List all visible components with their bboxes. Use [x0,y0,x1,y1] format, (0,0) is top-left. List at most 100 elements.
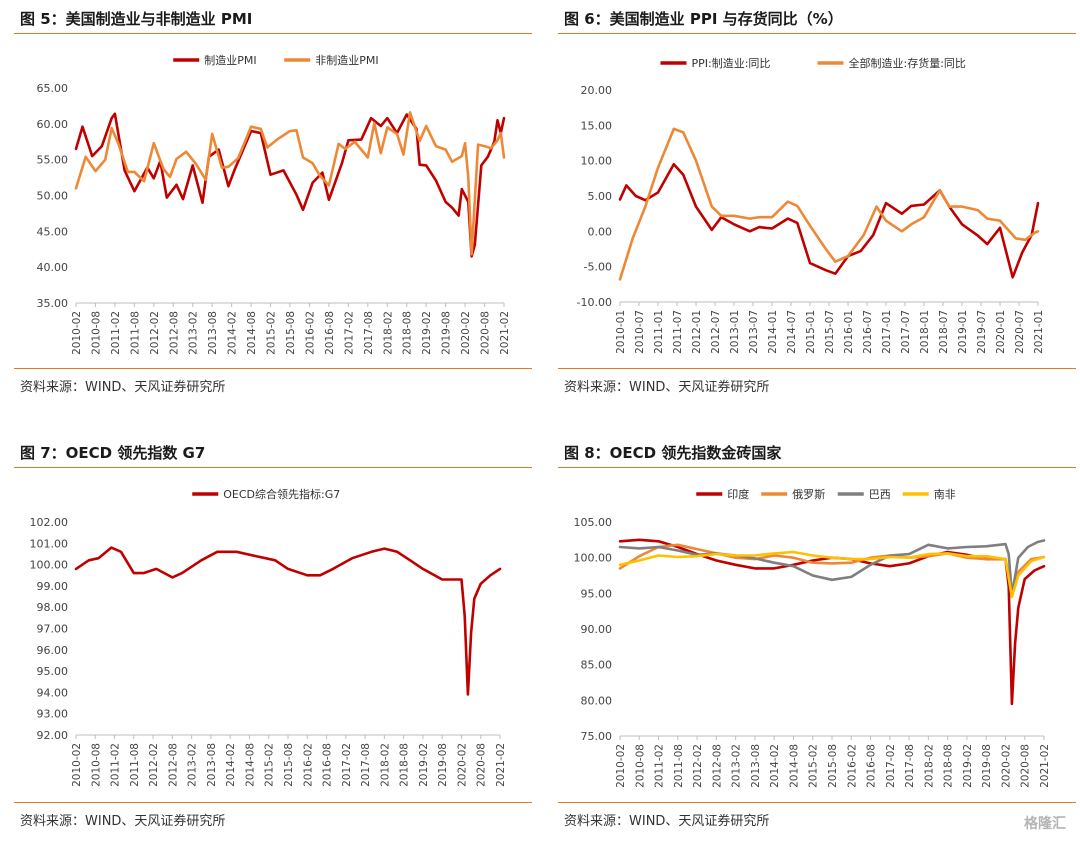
x-tick-label: 2016-08 [324,311,336,355]
y-tick-label: -10.00 [577,296,612,309]
x-tick-label: 2010-02 [71,743,83,787]
x-tick-label: 2011-02 [110,311,122,355]
x-tick-label: 2021-02 [1039,744,1051,788]
source-divider [558,802,1076,803]
x-tick-label: 2018-07 [938,310,950,354]
x-tick-label: 2017-08 [360,743,372,787]
x-tick-label: 2016-02 [304,311,316,355]
x-tick-label: 2020-02 [1000,744,1012,788]
x-tick-label: 2020-08 [480,311,492,355]
y-tick-label: 85.00 [581,659,613,672]
x-tick-label: 2013-08 [206,743,218,787]
chart-ppi: -10.00 -5.00 0.00 5.00 10.00 15.00 20.00 2010-0… [577,56,1045,354]
chart-oecd-g7: 92.00 93.00 94.00 95.00 96.00 97.00 98.00 99.00… [30,487,508,787]
chart-title: 图 5：美国制造业与非制造业 PMI [14,6,532,34]
y-tick-label: 102.00 [30,516,69,529]
series-line [618,538,1046,706]
series-line [74,546,502,696]
y-tick-label: 100.00 [574,552,613,565]
x-tick-label: 2012-08 [167,743,179,787]
x-tick-label: 2011-08 [129,311,141,355]
y-tick-label: 60.00 [37,118,69,131]
x-tick-label: 2015-08 [827,744,839,788]
x-tick-label: 2020-08 [476,743,488,787]
y-tick-label: 10.00 [581,155,613,168]
x-tick-label: 2019-02 [418,743,430,787]
x-tick-label: 2018-01 [919,310,931,354]
x-tick-label: 2014-02 [227,311,239,355]
x-tick-label: 2015-02 [266,311,278,355]
series-line [618,162,1040,279]
chart-pmi: 35.00 40.00 45.00 50.00 55.00 60.00 65.00 2010-… [37,53,512,355]
x-tick-label: 2010-08 [90,743,102,787]
chart-source: 资料来源：WIND、天风证券研究所 [564,380,770,395]
x-tick-label: 2013-02 [188,311,200,355]
chart-title: 图 7：OECD 领先指数 G7 [14,440,532,468]
chart-source: 资料来源：WIND、天风证券研究所 [20,814,226,829]
x-tick-label: 2017-02 [343,311,355,355]
x-tick-label: 2014-08 [246,311,258,355]
y-tick-label: 97.00 [37,623,69,636]
x-tick-label: 2018-08 [399,743,411,787]
chart-source: 资料来源：WIND、天风证券研究所 [20,380,226,395]
x-tick-label: 2011-02 [654,744,666,788]
x-tick-label: 2010-07 [634,310,646,354]
y-tick-label: 55.00 [37,154,69,167]
x-tick-label: 2017-01 [881,310,893,354]
x-tick-label: 2013-07 [748,310,760,354]
x-tick-label: 2017-08 [904,744,916,788]
x-tick-label: 2017-02 [885,744,897,788]
x-tick-label: 2014-07 [786,310,798,354]
x-tick-label: 2010-08 [634,744,646,788]
chart-title: 图 6：美国制造业 PPI 与存货同比（%） [558,6,1076,34]
x-tick-label: 2015-08 [283,743,295,787]
x-tick-label: 2011-07 [672,310,684,354]
x-tick-label: 2021-02 [495,743,507,787]
y-tick-label: 95.00 [581,587,613,600]
x-tick-label: 2016-01 [843,310,855,354]
series-line [618,550,1046,599]
chart-source: 资料来源：WIND、天风证券研究所 [564,814,770,829]
x-tick-label: 2011-01 [653,310,665,354]
y-tick-label: 90.00 [581,623,613,636]
legend-label: 非制造业PMI [315,53,378,67]
x-tick-label: 2016-08 [322,743,334,787]
chart-panel-oecd-brics: 图 8：OECD 领先指数金砖国家 75.00 80.00 85.00 90.00 95… [558,440,1080,860]
x-tick-label: 2014-02 [225,743,237,787]
x-tick-label: 2016-07 [862,310,874,354]
y-tick-label: 93.00 [37,708,69,721]
x-tick-label: 2015-07 [824,310,836,354]
x-tick-label: 2014-02 [769,744,781,788]
y-tick-label: 100.00 [30,559,69,572]
series-line [74,111,506,256]
x-tick-label: 2016-02 [302,743,314,787]
y-tick-label: 50.00 [37,190,69,203]
y-tick-label: 5.00 [588,190,613,203]
x-tick-label: 2012-02 [692,744,704,788]
y-tick-label: 75.00 [581,730,613,743]
y-tick-label: 94.00 [37,686,69,699]
x-tick-label: 2017-08 [363,311,375,355]
legend-label: PPI:制造业:同比 [692,56,771,70]
chart-panel-ppi: 图 6：美国制造业 PPI 与存货同比（%） -10.00 -5.00 0.00 5.… [558,6,1080,426]
x-tick-label: 2015-02 [808,744,820,788]
y-tick-label: 95.00 [37,665,69,678]
y-tick-label: 35.00 [37,297,69,310]
chart-panel-oecd-g7: 图 7：OECD 领先指数 G7 92.00 93.00 94.00 95.00 96.… [14,440,544,860]
series-line [74,112,506,258]
x-tick-label: 2013-01 [729,310,741,354]
x-tick-label: 2018-02 [382,311,394,355]
x-tick-label: 2021-01 [1033,310,1045,354]
y-tick-label: 65.00 [37,82,69,95]
x-tick-label: 2017-02 [341,743,353,787]
x-tick-label: 2018-08 [943,744,955,788]
source-divider [14,368,532,369]
x-tick-label: 2019-08 [437,743,449,787]
x-tick-label: 2017-07 [900,310,912,354]
x-tick-label: 2013-02 [731,744,743,788]
x-tick-label: 2012-07 [710,310,722,354]
x-tick-label: 2015-02 [264,743,276,787]
y-tick-label: -5.00 [584,261,612,274]
source-divider [14,802,532,803]
x-tick-label: 2016-08 [866,744,878,788]
